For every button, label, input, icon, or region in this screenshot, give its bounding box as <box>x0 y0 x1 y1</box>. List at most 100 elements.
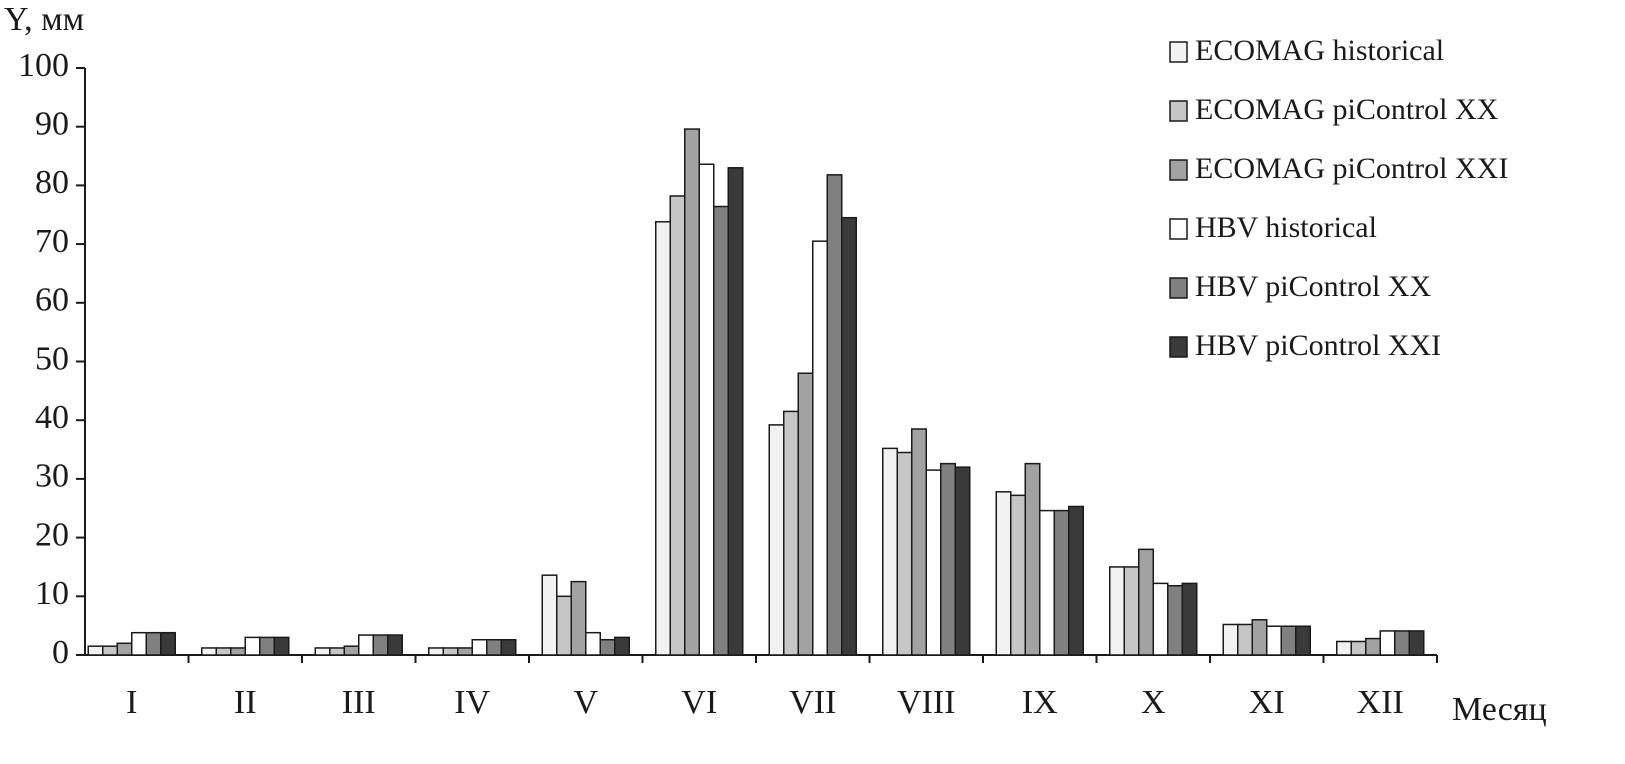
y-tick-label: 70 <box>35 223 69 260</box>
bar <box>1251 619 1268 656</box>
bar <box>684 128 700 656</box>
bar <box>655 221 671 656</box>
y-axis-label: Y, мм <box>4 1 84 38</box>
bar <box>1408 630 1425 656</box>
bar <box>145 631 162 656</box>
bar <box>244 636 261 656</box>
legend-label: ECOMAG piControl XX <box>1195 93 1499 126</box>
bar <box>329 647 345 656</box>
x-tick-label: II <box>234 684 257 721</box>
legend-label: HBV piControl XX <box>1195 270 1431 303</box>
bar <box>343 645 360 656</box>
bar <box>1181 582 1198 656</box>
legend-swatch <box>1169 336 1188 358</box>
bar <box>387 634 403 656</box>
y-tick-label: 0 <box>52 634 69 671</box>
legend-swatch <box>1169 218 1188 240</box>
bar <box>442 647 459 656</box>
y-tick-label: 50 <box>35 340 69 377</box>
bar <box>768 424 785 656</box>
bar <box>940 462 956 656</box>
bar <box>500 638 517 656</box>
x-tick-label: IV <box>454 684 490 721</box>
bar <box>486 638 502 656</box>
bar <box>841 216 857 656</box>
x-tick-label: XII <box>1357 684 1404 721</box>
bar <box>230 647 246 656</box>
bar <box>911 428 927 656</box>
bar <box>1167 584 1183 656</box>
bar <box>457 647 473 656</box>
bar <box>669 195 686 656</box>
y-tick-label: 20 <box>35 516 69 553</box>
bar <box>372 634 389 656</box>
bar <box>160 631 176 656</box>
bar <box>698 163 715 656</box>
x-tick-label: VIII <box>897 684 956 721</box>
bar <box>1053 509 1070 656</box>
legend-label: HBV piControl XXI <box>1195 329 1441 362</box>
bar <box>201 647 217 656</box>
y-tick-label: 90 <box>35 105 69 142</box>
bar <box>314 647 331 656</box>
bar <box>812 240 828 656</box>
x-tick-label: VII <box>789 684 836 721</box>
bar <box>1336 640 1352 656</box>
x-tick-label: VI <box>681 684 717 721</box>
bar <box>570 580 587 656</box>
bar <box>1068 505 1084 656</box>
bar <box>1350 640 1367 656</box>
y-tick-label: 10 <box>35 575 69 612</box>
bar <box>1379 630 1396 656</box>
bar <box>1222 623 1239 656</box>
bar <box>1039 509 1055 656</box>
legend-swatch <box>1169 159 1188 181</box>
bar <box>1237 623 1253 656</box>
bar <box>1123 566 1140 656</box>
bar <box>87 645 104 656</box>
bar <box>1024 462 1041 656</box>
bar <box>1365 637 1381 656</box>
legend-swatch <box>1169 277 1188 299</box>
y-tick-label: 100 <box>18 47 69 84</box>
bar <box>273 636 290 656</box>
bar <box>783 410 799 656</box>
bar <box>896 451 913 656</box>
bar <box>614 636 630 656</box>
bar <box>1280 625 1297 656</box>
bar <box>428 647 444 656</box>
bar <box>826 174 843 656</box>
x-tick-label: III <box>342 684 376 721</box>
bar <box>797 372 814 656</box>
x-tick-label: IX <box>1022 684 1058 721</box>
bar <box>556 595 572 656</box>
bar <box>131 631 147 656</box>
y-tick-label: 40 <box>35 399 69 436</box>
bar <box>259 636 275 656</box>
bar <box>995 491 1012 656</box>
bar <box>1109 566 1125 656</box>
bar <box>1152 582 1169 656</box>
bar <box>1394 630 1410 656</box>
legend-label: HBV historical <box>1195 211 1377 244</box>
bar <box>1295 625 1311 656</box>
legend-label: ECOMAG piControl XXI <box>1195 152 1508 185</box>
y-tick-label: 30 <box>35 458 69 495</box>
bar <box>882 447 898 656</box>
bar <box>954 466 971 656</box>
bar <box>585 631 601 656</box>
bar <box>1010 494 1026 656</box>
y-tick-label: 80 <box>35 164 69 201</box>
bar <box>541 574 558 656</box>
bar <box>713 205 729 656</box>
bar <box>102 645 118 656</box>
x-tick-label: V <box>573 684 598 721</box>
x-tick-label: XI <box>1249 684 1285 721</box>
bar <box>925 469 942 656</box>
bar <box>599 638 616 656</box>
bar <box>1138 548 1154 656</box>
bar <box>471 638 488 656</box>
x-tick-label: I <box>126 684 137 721</box>
legend-label: ECOMAG historical <box>1195 34 1444 67</box>
